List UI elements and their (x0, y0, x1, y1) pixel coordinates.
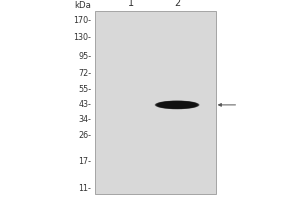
Ellipse shape (158, 101, 196, 108)
Ellipse shape (157, 101, 198, 109)
Text: 130-: 130- (74, 33, 92, 42)
Text: kDa: kDa (75, 1, 92, 10)
Bar (94, 11, 216, 194)
Ellipse shape (155, 101, 199, 109)
Text: 17-: 17- (79, 157, 92, 166)
Ellipse shape (156, 101, 198, 109)
Ellipse shape (158, 102, 196, 108)
Ellipse shape (159, 102, 195, 108)
Text: 26-: 26- (79, 131, 92, 140)
Text: 1: 1 (128, 0, 134, 8)
Text: 34-: 34- (79, 115, 92, 124)
Text: 43-: 43- (79, 100, 92, 109)
Text: 72-: 72- (78, 69, 92, 78)
Ellipse shape (157, 101, 197, 108)
Text: 170-: 170- (74, 16, 92, 25)
Text: 11-: 11- (79, 184, 92, 193)
Text: 55-: 55- (78, 85, 92, 94)
Ellipse shape (155, 100, 200, 109)
Text: 95-: 95- (78, 52, 92, 61)
Text: 2: 2 (174, 0, 180, 8)
